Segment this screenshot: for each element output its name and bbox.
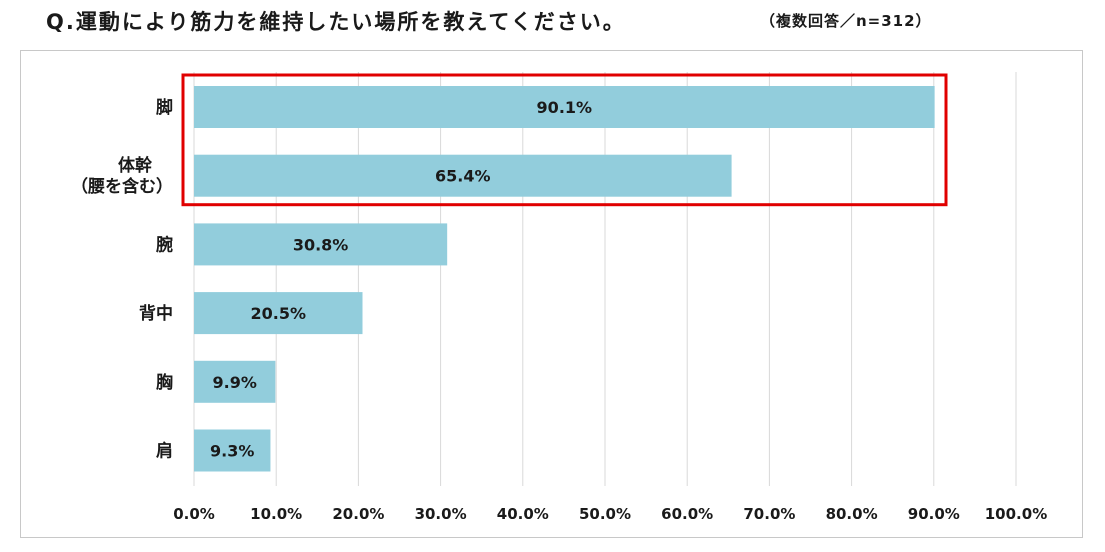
category-label-3: 背中 [139,303,173,324]
x-tick-label-1: 10.0% [250,505,302,523]
bar-value-label-4: 9.9% [213,373,257,392]
x-tick-label-8: 80.0% [826,505,878,523]
bar-value-label-5: 9.3% [210,442,254,461]
x-tick-label-7: 70.0% [743,505,795,523]
chart-title: Q.運動により筋力を維持したい場所を教えてください。 [46,10,626,34]
bar-value-label-2: 30.8% [293,235,349,254]
bar-0 [194,86,935,128]
x-tick-label-10: 100.0% [985,505,1047,523]
x-tick-label-4: 40.0% [497,505,549,523]
x-tick-label-9: 90.0% [908,505,960,523]
category-label-1: 体幹（腰を含む） [71,155,173,197]
bar-5 [194,429,271,472]
category-label-5: 肩 [156,441,173,462]
category-label-0: 脚 [156,97,173,118]
x-tick-label-2: 20.0% [332,505,384,523]
bar-4 [194,360,276,403]
sample-note: （複数回答／n=312） [760,12,932,30]
category-label-2: 腕 [156,234,173,255]
bar-3 [194,292,363,335]
category-label-4: 胸 [156,372,173,393]
bar-2 [194,223,448,266]
bar-value-label-3: 20.5% [250,304,306,323]
x-tick-label-6: 60.0% [661,505,713,523]
x-tick-label-0: 0.0% [173,505,215,523]
x-tick-label-5: 50.0% [579,505,631,523]
highlight-box [181,73,948,207]
bar-1 [194,154,732,197]
bar-value-label-1: 65.4% [435,167,491,186]
chart-frame [20,50,1083,538]
x-tick-label-3: 30.0% [415,505,467,523]
bar-value-label-0: 90.1% [537,98,593,117]
